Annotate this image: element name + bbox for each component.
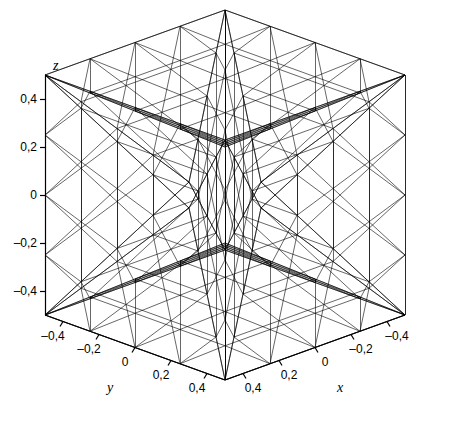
svg-text:0,4: 0,4 (189, 381, 206, 395)
svg-text:–0,2: –0,2 (349, 342, 373, 356)
svg-text:0,2: 0,2 (281, 368, 298, 382)
svg-text:0: 0 (122, 355, 129, 369)
svg-text:0: 0 (30, 188, 37, 202)
svg-text:–0,4: –0,4 (385, 329, 409, 343)
svg-text:–0,4: –0,4 (41, 329, 65, 343)
svg-text:–0,4: –0,4 (14, 284, 38, 298)
svg-text:x: x (336, 380, 344, 395)
svg-text:y: y (105, 380, 114, 395)
svg-text:0,2: 0,2 (153, 368, 170, 382)
svg-text:0,4: 0,4 (245, 381, 262, 395)
svg-text:0: 0 (322, 355, 329, 369)
svg-text:0,2: 0,2 (20, 140, 37, 154)
svg-text:0,4: 0,4 (20, 92, 37, 106)
svg-text:z: z (52, 58, 59, 73)
svg-text:–0,2: –0,2 (77, 342, 101, 356)
svg-text:–0,2: –0,2 (14, 236, 38, 250)
